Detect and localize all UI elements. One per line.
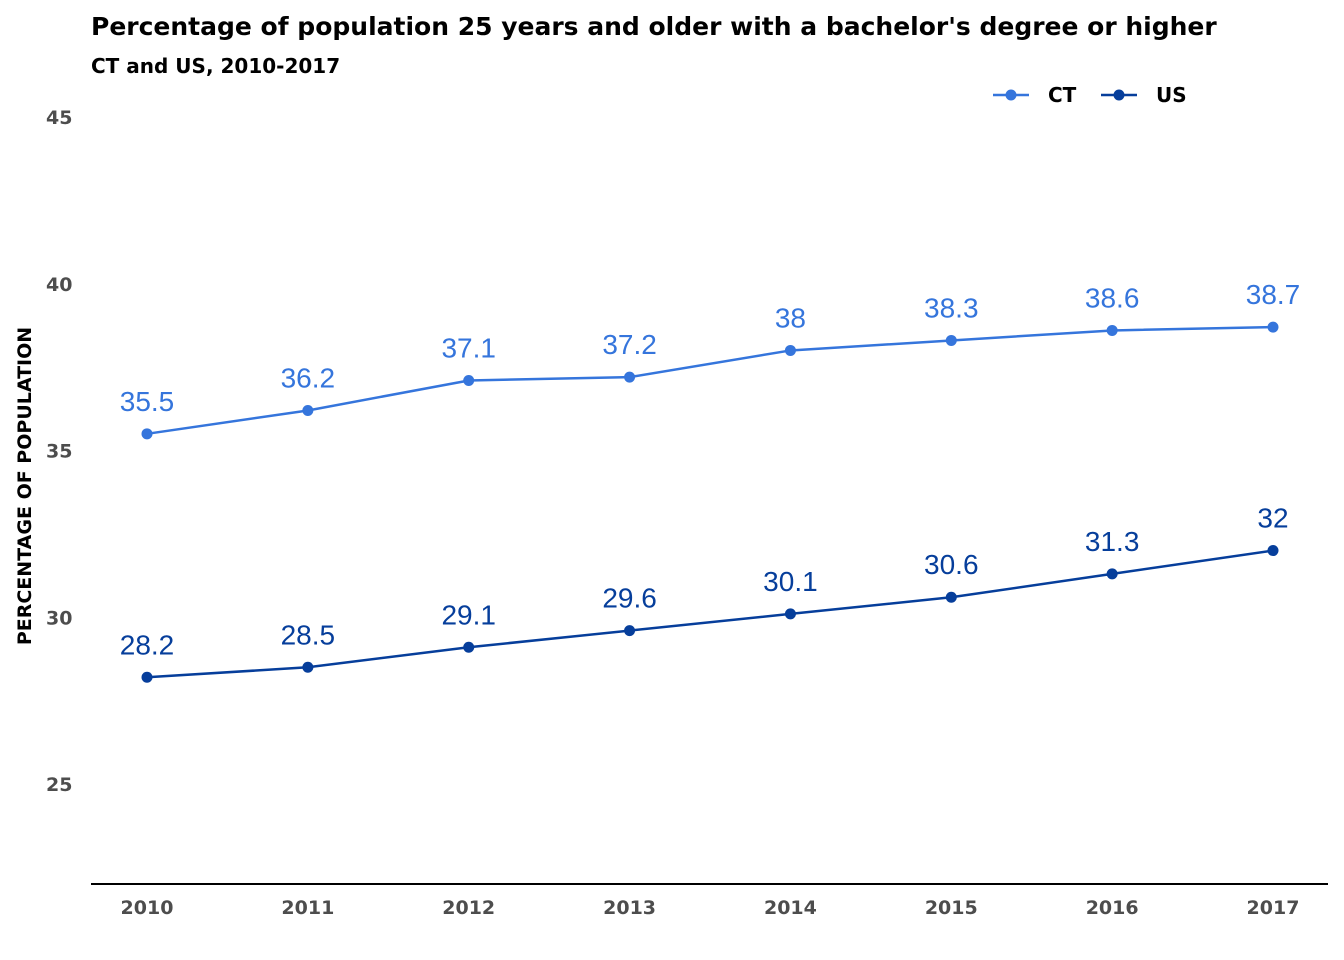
data-label-ct: 37.2 <box>602 329 657 360</box>
legend-label-us: US <box>1156 83 1187 107</box>
legend-marker-ct <box>1005 89 1017 101</box>
x-tick-label: 2015 <box>925 897 978 919</box>
y-axis-ticks: 45 40 35 30 25 <box>46 107 72 796</box>
series-line-ct <box>146 325 1274 436</box>
data-point-ct <box>1106 324 1118 336</box>
data-label-us: 30.6 <box>924 549 979 580</box>
y-tick-label: 30 <box>46 607 72 629</box>
chart-subtitle: CT and US, 2010-2017 <box>91 54 340 78</box>
data-label-ct: 38 <box>775 302 806 333</box>
data-label-ct: 35.5 <box>120 386 175 417</box>
data-label-ct: 38.6 <box>1085 282 1140 313</box>
x-tick-label: 2017 <box>1247 897 1300 919</box>
data-point-ct <box>141 428 153 440</box>
legend: CT US <box>993 83 1187 107</box>
data-point-ct <box>463 374 475 386</box>
x-tick-label: 2010 <box>121 897 174 919</box>
series-us: 28.2 28.5 29.1 29.6 30.1 30.6 31.3 32 <box>120 503 1289 683</box>
data-label-ct: 38.7 <box>1246 279 1301 310</box>
chart-title: Percentage of population 25 years and ol… <box>91 12 1217 41</box>
data-label-ct: 37.1 <box>441 332 496 363</box>
data-point-us <box>945 591 957 603</box>
data-point-us <box>141 671 153 683</box>
x-tick-label: 2013 <box>603 897 656 919</box>
y-tick-label: 25 <box>46 774 72 796</box>
x-axis-ticks: 2010 2011 2012 2013 2014 2015 2016 2017 <box>121 897 1300 919</box>
data-label-us: 29.1 <box>441 599 496 630</box>
data-point-us <box>1106 568 1118 580</box>
data-label-us: 29.6 <box>602 583 657 614</box>
data-point-ct <box>945 334 957 346</box>
data-point-us <box>302 661 314 673</box>
y-axis-label: PERCENTAGE OF POPULATION <box>14 327 36 645</box>
data-label-us: 30.1 <box>763 566 818 597</box>
series-ct: 35.5 36.2 37.1 37.2 38 38.3 38.6 38.7 <box>120 279 1301 440</box>
data-point-us <box>1267 545 1279 557</box>
data-point-ct <box>1267 321 1279 333</box>
y-tick-label: 40 <box>46 274 72 296</box>
data-point-ct <box>784 344 796 356</box>
series-line-us <box>146 549 1274 679</box>
x-tick-label: 2011 <box>281 897 334 919</box>
data-label-us: 32 <box>1257 503 1288 534</box>
data-label-ct: 38.3 <box>924 292 979 323</box>
series-layer: 35.5 36.2 37.1 37.2 38 38.3 38.6 38.7 28.2 28.5 29… <box>120 279 1301 683</box>
data-point-us <box>624 625 636 637</box>
x-tick-label: 2014 <box>764 897 817 919</box>
data-label-us: 31.3 <box>1085 526 1140 557</box>
data-label-us: 28.2 <box>120 629 175 660</box>
data-point-ct <box>624 371 636 383</box>
legend-marker-us <box>1113 89 1125 101</box>
data-point-ct <box>302 404 314 416</box>
data-label-us: 28.5 <box>281 619 336 650</box>
legend-item-ct: CT <box>993 83 1077 107</box>
data-point-us <box>463 641 475 653</box>
y-tick-label: 45 <box>46 107 72 129</box>
data-point-us <box>784 608 796 620</box>
x-tick-label: 2016 <box>1086 897 1139 919</box>
data-label-ct: 36.2 <box>281 362 336 393</box>
x-tick-label: 2012 <box>442 897 495 919</box>
y-tick-label: 35 <box>46 441 72 463</box>
legend-item-us: US <box>1101 83 1187 107</box>
legend-label-ct: CT <box>1048 83 1077 107</box>
